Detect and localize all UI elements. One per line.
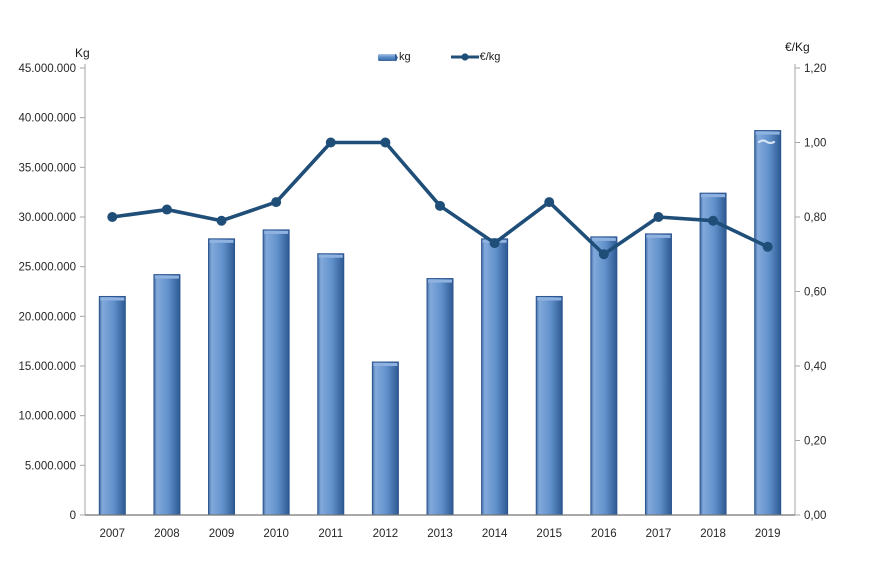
x-axis-label-2008: 2008 [154,528,180,540]
left-axis-tick-label: 0 [70,510,76,522]
bar-2012 [371,361,399,516]
line-point-2011 [325,137,336,148]
line-point-2009 [216,215,227,226]
right-axis-tick-label: 0,80 [804,212,826,224]
x-axis-label-2012: 2012 [373,528,399,540]
line-point-2007 [107,212,118,222]
kg-bar-legend-icon [378,53,398,61]
bar-top-cap [646,234,671,238]
bar-2019-highlight-artifact [757,139,776,145]
x-axis-label-2017: 2017 [646,528,672,540]
line-point-2014 [489,238,500,249]
x-axis-label-2019: 2019 [755,528,781,540]
bar-top-cap [373,363,398,367]
bar-2016 [590,236,618,516]
bar-2013 [426,278,454,516]
left-axis-tick-label: 40.000.000 [18,113,76,125]
bar-top-cap [537,297,562,301]
chart-layer: 45.000.000 40.000.000 35.000.000 30.000.000… [18,63,826,540]
bar-top-cap [318,254,343,258]
bar-top-cap [154,275,179,279]
line-point-2019 [762,241,773,252]
bar-2017 [644,233,672,516]
bar-top-cap [428,279,452,283]
x-axis-label-2010: 2010 [263,528,289,540]
bar-2010 [262,229,290,516]
bar-2019 [754,130,782,516]
bar-top-cap [701,194,726,198]
left-axis-tick-label: 30.000.000 [18,212,76,224]
x-axis-label-2013: 2013 [427,528,453,540]
x-axis-label-2016: 2016 [591,528,617,540]
right-axis-tick-label: 0,20 [804,436,826,448]
legend-label-kg: kg [399,51,411,63]
bar-2008 [153,274,181,516]
left-axis-tick-label: 45.000.000 [18,63,76,75]
legend: kg €/kg [377,50,500,64]
right-axis-tick-label: 0,00 [804,510,826,522]
right-axis-tick-label: 0,40 [804,361,826,373]
line-point-2008 [161,204,172,215]
line-point-2015 [544,197,555,208]
x-axis-label-2011: 2011 [318,528,343,540]
x-axis-label-2009: 2009 [209,528,235,540]
x-axis-label-2015: 2015 [536,528,562,540]
bar-2015 [535,295,563,516]
bar-2011 [317,253,345,516]
left-axis-tick-label: 20.000.000 [18,311,76,323]
line-point-2013 [435,200,445,211]
eur-per-kg-line-legend-icon [450,53,479,61]
bar-top-cap [755,131,780,135]
bar-top-cap [100,297,125,301]
line-point-2017 [653,212,664,222]
bar-top-cap [209,239,234,243]
left-axis-title: Kg [75,46,90,60]
bar-2018 [699,192,727,516]
x-axis-label-2018: 2018 [700,528,726,540]
bar-2007 [98,295,126,516]
legend-label-eur-per-kg: €/kg [479,51,501,63]
bar-top-cap [591,237,616,241]
x-axis-label-2014: 2014 [482,528,508,540]
bar-2009 [208,238,236,516]
bar-top-cap [264,230,289,234]
line-point-2012 [380,137,391,148]
left-axis-tick-label: 15.000.000 [18,361,76,373]
line-point-2016 [598,249,609,260]
right-axis-tick-label: 1,00 [804,138,826,150]
right-axis-tick-label: 0,60 [804,287,826,299]
left-axis-tick-label: 10.000.000 [18,411,76,423]
left-axis-tick-label: 25.000.000 [18,262,76,274]
line-point-2010 [271,197,282,208]
left-axis-tick-label: 5.000.000 [25,460,76,472]
right-axis-title: €/Kg [785,40,810,54]
right-axis-tick-label: 1,20 [804,63,826,75]
line-point-2018 [708,215,719,226]
x-axis-label-2007: 2007 [100,528,126,540]
bar-2014 [481,238,509,516]
left-axis-tick-label: 35.000.000 [18,162,76,174]
